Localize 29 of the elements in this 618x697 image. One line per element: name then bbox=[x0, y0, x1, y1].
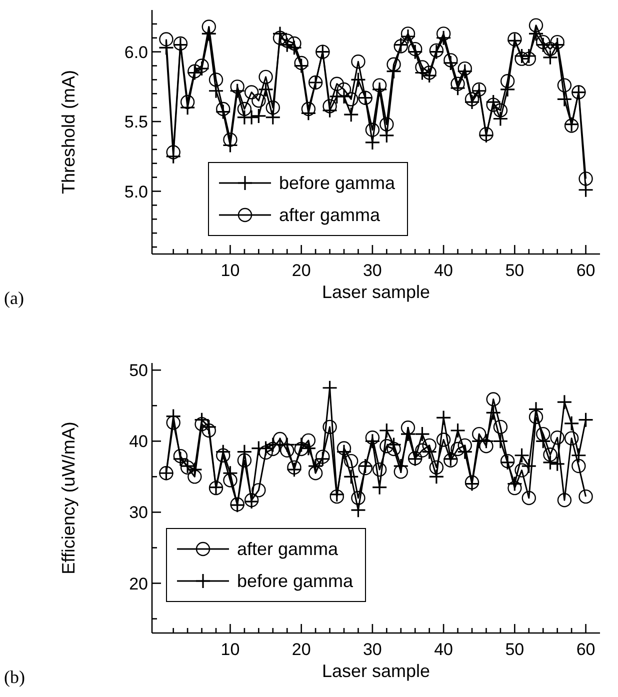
x-tick-label: 30 bbox=[362, 261, 382, 280]
x-tick-label: 60 bbox=[576, 640, 596, 659]
x-tick-label: 40 bbox=[434, 640, 454, 659]
legend-label: after gamma bbox=[237, 538, 338, 560]
y-tick-label: 20 bbox=[129, 574, 148, 594]
legend-label: after gamma bbox=[279, 204, 380, 226]
x-tick-label: 40 bbox=[434, 261, 454, 280]
x-tick-label: 50 bbox=[505, 261, 524, 280]
legend-label: before gamma bbox=[237, 570, 354, 592]
legend-label: before gamma bbox=[279, 172, 396, 194]
text: (b) bbox=[4, 667, 25, 688]
x-axis-title: Laser sample bbox=[320, 282, 432, 303]
text: (a) bbox=[4, 288, 24, 309]
x-axis-title: Laser sample bbox=[320, 661, 432, 682]
x-tick-label: 50 bbox=[505, 640, 524, 659]
x-tick-label: 20 bbox=[292, 640, 311, 659]
y-axis-title: Threshold (mA) bbox=[58, 70, 78, 194]
x-tick-label: 10 bbox=[220, 261, 240, 280]
y-tick-label: 6.0 bbox=[124, 42, 148, 62]
y-tick-label: 30 bbox=[129, 503, 148, 522]
x-tick-label: 20 bbox=[292, 261, 311, 280]
y-tick-label: 50 bbox=[129, 361, 148, 380]
x-tick-label: 30 bbox=[362, 640, 382, 659]
y-tick-label: 40 bbox=[129, 432, 148, 452]
y-axis-title: Efficiency (uW/mA) bbox=[58, 422, 78, 574]
y-tick-label: 5.5 bbox=[124, 112, 148, 132]
x-tick-label: 60 bbox=[576, 261, 596, 280]
y-tick-label: 5.0 bbox=[124, 182, 148, 202]
x-tick-label: 10 bbox=[220, 640, 240, 659]
